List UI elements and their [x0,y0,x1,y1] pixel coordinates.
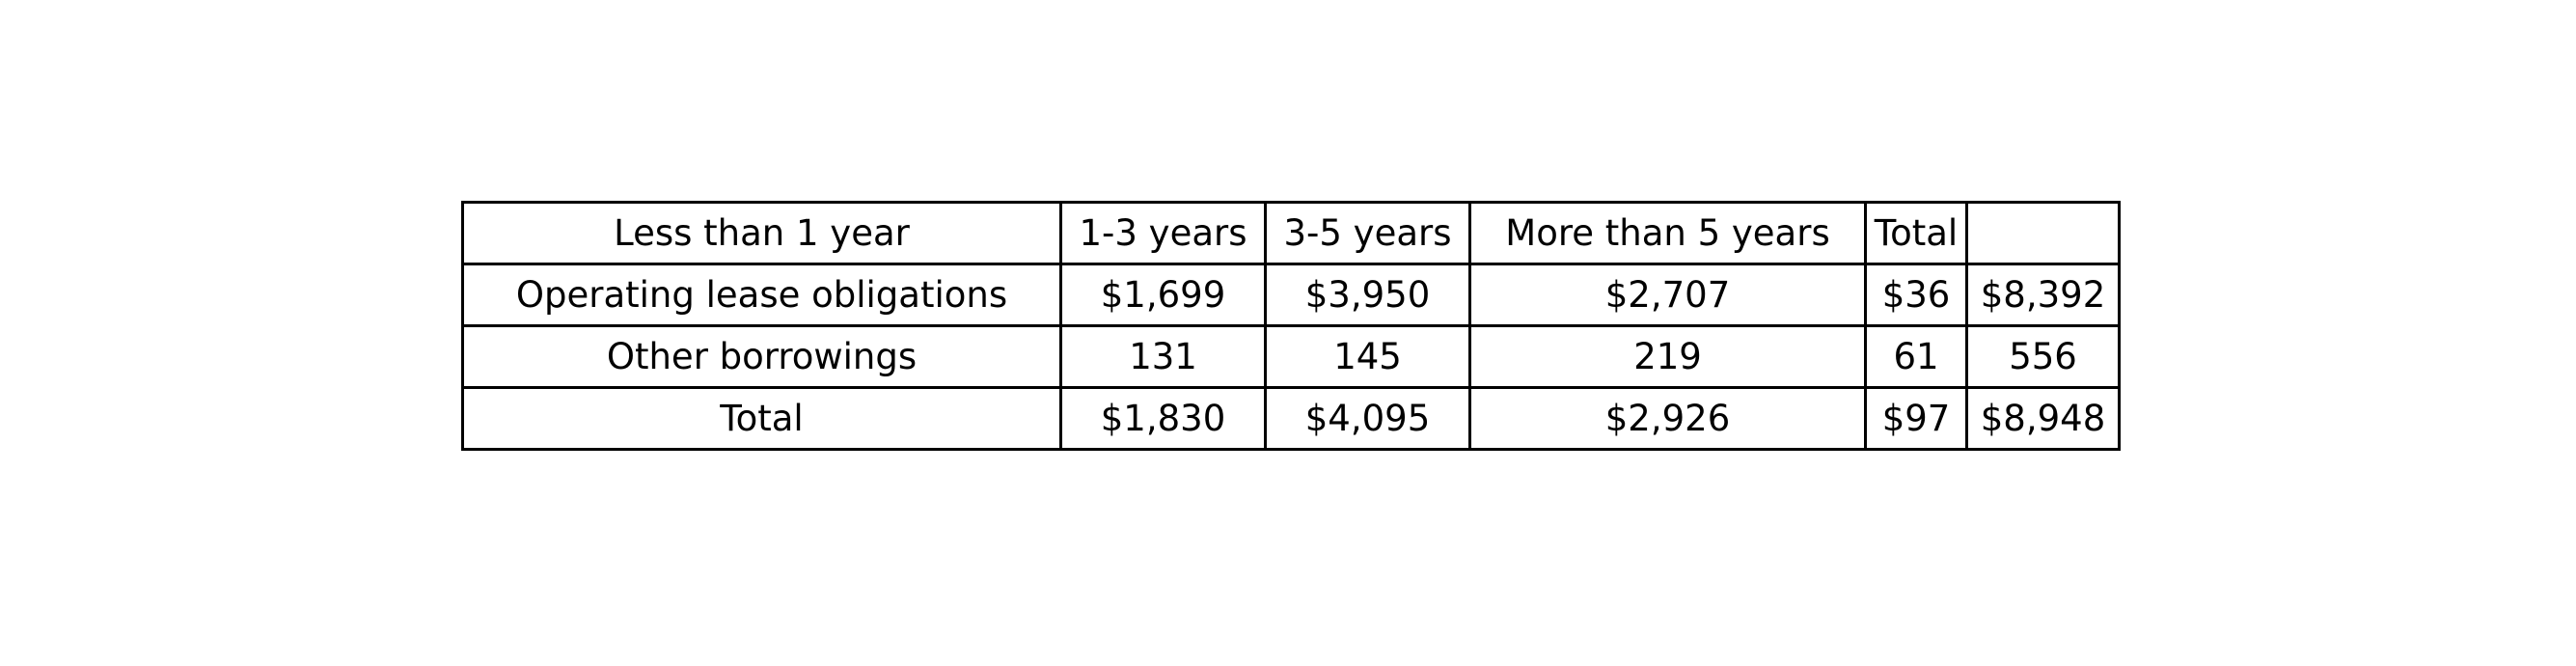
table-cell [1965,201,2121,265]
table-cell: $97 [1864,386,1968,451]
table-row: Total $1,830 $4,095 $2,926 $97 $8,948 [461,386,2121,451]
obligations-table: Less than 1 year 1-3 years 3-5 years Mor… [461,201,2121,451]
table-cell: $2,926 [1468,386,1867,451]
table-cell: 145 [1264,324,1471,389]
table-cell: $8,948 [1965,386,2121,451]
table-cell: Operating lease obligations [461,263,1062,327]
table-cell: Total [461,386,1062,451]
table-row: Operating lease obligations $1,699 $3,95… [461,263,2121,327]
table-cell: $4,095 [1264,386,1471,451]
table-cell: More than 5 years [1468,201,1867,265]
table-cell: 131 [1059,324,1267,389]
table-cell: $1,699 [1059,263,1267,327]
table-cell: Less than 1 year [461,201,1062,265]
table-cell: $1,830 [1059,386,1267,451]
table-cell: $3,950 [1264,263,1471,327]
table-cell: Total [1864,201,1968,265]
table-cell: $36 [1864,263,1968,327]
table-cell: 3-5 years [1264,201,1471,265]
obligations-table-container: Less than 1 year 1-3 years 3-5 years Mor… [461,201,2121,451]
table-cell: $8,392 [1965,263,2121,327]
table-cell: 219 [1468,324,1867,389]
table-cell: Other borrowings [461,324,1062,389]
table-cell: 61 [1864,324,1968,389]
table-row: Other borrowings 131 145 219 61 556 [461,324,2121,389]
table-cell: $2,707 [1468,263,1867,327]
table-cell: 556 [1965,324,2121,389]
table-row-header: Less than 1 year 1-3 years 3-5 years Mor… [461,201,2121,265]
table-cell: 1-3 years [1059,201,1267,265]
